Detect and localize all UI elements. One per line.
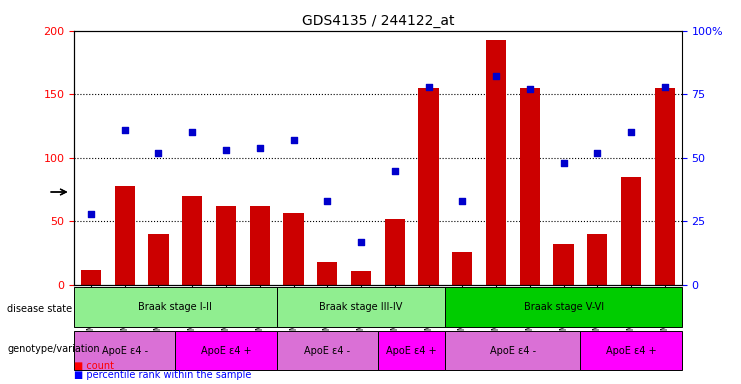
Point [288,137,299,143]
Bar [486,40,506,285]
Text: ■ count: ■ count [74,361,114,371]
FancyBboxPatch shape [445,331,580,370]
Point [355,239,367,245]
Bar [554,244,574,285]
FancyBboxPatch shape [445,287,682,326]
FancyBboxPatch shape [580,331,682,370]
Point [422,84,434,90]
Bar [587,234,608,285]
Point [322,198,333,204]
Text: genotype/variation: genotype/variation [7,344,100,354]
Point [524,86,536,92]
FancyBboxPatch shape [176,331,276,370]
Point [220,147,232,153]
Point [85,211,97,217]
FancyBboxPatch shape [276,287,445,326]
Point [254,145,266,151]
Bar [655,88,675,285]
Point [659,84,671,90]
Bar [250,206,270,285]
Text: ApoE ε4 -: ApoE ε4 - [305,346,350,356]
Text: ■ percentile rank within the sample: ■ percentile rank within the sample [74,370,251,380]
Point [389,167,401,174]
Bar [115,186,135,285]
FancyBboxPatch shape [378,331,445,370]
Bar [216,206,236,285]
Bar [182,196,202,285]
Text: Braak stage III-IV: Braak stage III-IV [319,302,402,312]
Bar [621,177,641,285]
Text: ApoE ε4 +: ApoE ε4 + [201,346,251,356]
FancyBboxPatch shape [74,287,276,326]
Text: ApoE ε4 -: ApoE ε4 - [490,346,536,356]
Text: Braak stage I-II: Braak stage I-II [139,302,213,312]
Bar [81,270,101,285]
Point [186,129,198,136]
Bar [385,219,405,285]
Point [625,129,637,136]
Text: ApoE ε4 +: ApoE ε4 + [386,346,437,356]
Point [119,127,130,133]
Point [490,73,502,79]
Bar [452,252,473,285]
Text: disease state: disease state [7,304,73,314]
FancyBboxPatch shape [74,331,176,370]
Bar [317,262,337,285]
Text: ApoE ε4 -: ApoE ε4 - [102,346,147,356]
Point [591,150,603,156]
Bar [283,213,304,285]
Bar [351,271,371,285]
Bar [148,234,169,285]
Bar [419,88,439,285]
Title: GDS4135 / 244122_at: GDS4135 / 244122_at [302,14,454,28]
Point [456,198,468,204]
FancyBboxPatch shape [276,331,378,370]
Point [153,150,165,156]
Text: Braak stage V-VI: Braak stage V-VI [523,302,604,312]
Point [558,160,570,166]
Bar [519,88,540,285]
Text: ApoE ε4 +: ApoE ε4 + [606,346,657,356]
